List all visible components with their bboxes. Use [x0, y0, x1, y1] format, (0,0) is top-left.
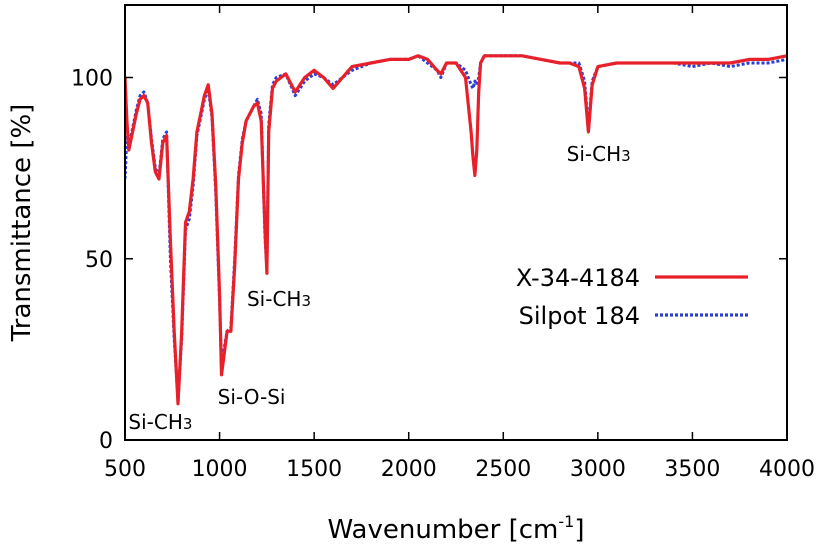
- x-tick-label: 1000: [192, 457, 248, 482]
- x-axis-title-end: ]: [574, 515, 584, 545]
- peak-annotation: Si-CH3: [247, 287, 311, 311]
- peak-annotation-main: Si-O-Si: [218, 385, 286, 409]
- y-tick-label: 50: [85, 248, 113, 273]
- x-axis-title-main: Wavenumber [cm: [328, 515, 559, 545]
- legend: X-34-4184 Silpot 184: [516, 264, 748, 330]
- x-tick-label: 1500: [286, 457, 342, 482]
- peak-annotation-sub: 3: [621, 147, 631, 165]
- x-tick-label: 3000: [570, 457, 626, 482]
- x-tick-label: 2000: [381, 457, 437, 482]
- x-tick-label: 2500: [475, 457, 531, 482]
- peak-annotation: Si-O-Si: [218, 385, 286, 409]
- x-axis-title-sup: -1: [558, 512, 574, 531]
- peak-annotation-sub: 3: [183, 415, 193, 433]
- x-axis-title: Wavenumber [cm-1]: [328, 512, 585, 545]
- legend-label: Silpot 184: [519, 302, 640, 330]
- y-tick-label: 100: [71, 67, 113, 92]
- peak-annotation-main: Si-CH: [128, 410, 182, 434]
- peak-annotation: Si-CH3: [567, 142, 631, 166]
- y-tick-label: 0: [99, 429, 113, 454]
- x-tick-label: 4000: [759, 457, 815, 482]
- series-layer: [125, 54, 787, 406]
- y-axis-title: Transmittance [%]: [7, 104, 37, 343]
- series-line-x-34-4184: [125, 54, 787, 406]
- peak-annotation: Si-CH3: [128, 410, 192, 434]
- legend-label: X-34-4184: [516, 264, 640, 292]
- peak-annotation-main: Si-CH: [567, 142, 621, 166]
- x-tick-label: 3500: [664, 457, 720, 482]
- plot-frame: [124, 4, 788, 441]
- peak-annotation-main: Si-CH: [247, 287, 301, 311]
- ticks-layer: 500 1000 1500 2000 2500 3000 3500 4000 0 50 100: [71, 5, 815, 482]
- peak-annotation-sub: 3: [301, 292, 311, 310]
- x-tick-label: 500: [104, 457, 146, 482]
